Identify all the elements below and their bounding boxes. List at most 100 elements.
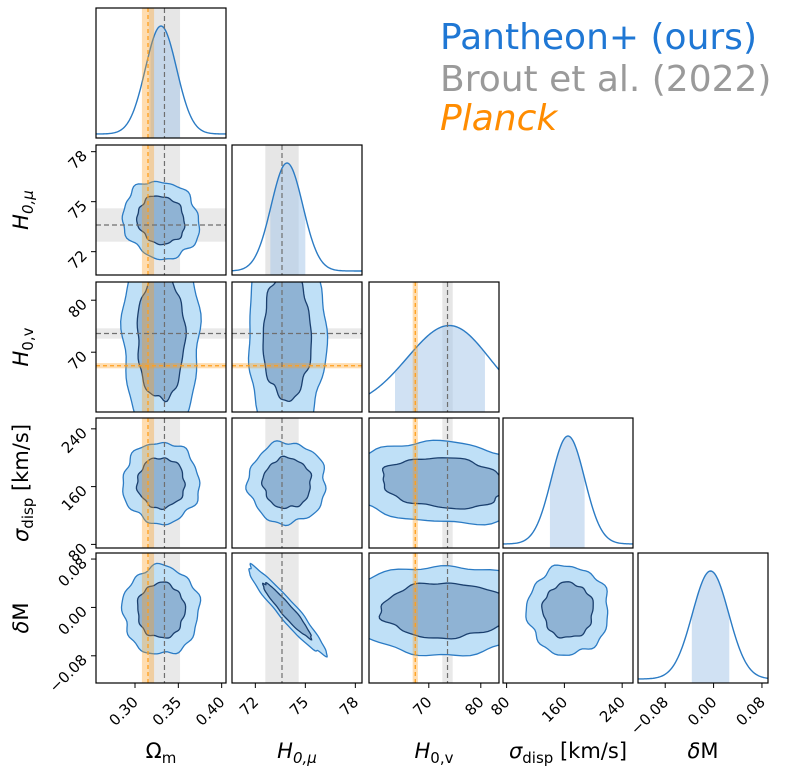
x-axis-label-Omega_m-subscript: m (162, 749, 177, 767)
contour-1sigma (541, 581, 594, 639)
x-tick-label: −0.08 (627, 693, 672, 738)
panel-frame (95, 552, 227, 684)
x-tick-label: 0.08 (732, 693, 768, 729)
x-tick-label: 72 (236, 693, 262, 719)
x-axis-label-H0_mu-symbol: H (277, 739, 293, 763)
panel-H0_mu-Omega_m: 72 75 78 (65, 144, 227, 276)
x-axis-label-delta_M: δM (688, 739, 719, 763)
contour-1sigma (378, 582, 499, 640)
marginal-curve (503, 435, 633, 545)
x-tick-label: 78 (336, 693, 362, 719)
x-axis-label-H0_mu: H0,μ (277, 739, 317, 767)
panel-frame (95, 417, 227, 549)
legend-entry-pantheon: Pantheon+ (ours) (440, 17, 757, 58)
x-tick-label: 80 (461, 693, 487, 719)
panel-frame (368, 417, 500, 549)
panel-delta_M-H0_mu: 72 75 78 (231, 552, 363, 719)
panel-H0_mu-H0_mu (231, 144, 363, 276)
panel-delta_M-Omega_m: 0.30 0.35 0.40 −0.08 0.00 0.08 (46, 552, 228, 729)
x-axis-label-delta_M-symbol: δ (688, 739, 701, 763)
y-tick-label: 160 (58, 482, 91, 515)
x-axis-label-H0_v: H0,v (415, 739, 454, 767)
panel-frame (231, 281, 363, 413)
x-axis-label-sigma_disp: σdisp [km/s] (509, 739, 627, 767)
x-tick-label: 240 (596, 693, 629, 726)
panel-frame (95, 144, 227, 276)
panel-sigma_disp-H0_v (368, 417, 500, 549)
hdi-fill (395, 325, 485, 412)
y-tick-label: 240 (58, 424, 91, 457)
x-axis-label-sigma_disp-symbol: σ (509, 739, 523, 763)
x-axis-label-H0_v-symbol: H (415, 739, 431, 763)
y-axis-label-H0_v-subscript: 0,v (19, 327, 37, 350)
marginal-curve (232, 162, 362, 272)
contour-1sigma (381, 457, 499, 510)
x-tick-label: 75 (286, 693, 312, 719)
panel-H0_v-H0_v (368, 281, 500, 413)
x-axis-label-sigma_disp-unit: [km/s] (553, 739, 627, 763)
panel-sigma_disp-sigma_disp (502, 417, 634, 549)
panel-delta_M-delta_M: −0.08 0.00 0.08 (627, 552, 769, 738)
x-axis-label-delta_M-tail: M (700, 739, 718, 763)
x-axis-label-sigma_disp-subscript: disp (522, 749, 553, 767)
contour-1sigma (135, 195, 186, 246)
legend-entry-brout: Brout et al. (2022) (440, 59, 772, 100)
x-tick-label: 0.40 (192, 693, 228, 729)
x-axis-label-Omega_m-symbol: Ω (146, 739, 162, 763)
x-tick-label: 70 (409, 693, 435, 719)
panel-frame (231, 552, 363, 684)
y-axis-label-delta_M-tail: M (9, 603, 33, 621)
x-tick-label: 80 (487, 693, 513, 719)
y-axis-label-sigma_disp-unit: [km/s] (9, 424, 33, 498)
y-tick-label: −0.08 (46, 651, 91, 696)
marginal-curve (96, 25, 226, 135)
y-tick-label: 75 (65, 197, 91, 223)
y-axis-label-sigma_disp-symbol: σ (9, 528, 33, 542)
panel-H0_v-H0_mu (231, 281, 363, 413)
y-axis-label-sigma_disp: σdisp [km/s] (9, 424, 37, 542)
x-tick-label: 0.35 (149, 693, 185, 729)
y-axis-label-delta_M-symbol: δ (9, 621, 33, 634)
contour-1sigma (262, 282, 313, 403)
x-axis-label-Omega_m: Ωm (146, 739, 177, 767)
y-tick-label: 80 (65, 295, 91, 321)
x-tick-label: 160 (538, 693, 571, 726)
x-tick-label: 0.30 (105, 693, 141, 729)
y-tick-label: 78 (65, 147, 91, 173)
hdi-fill (549, 436, 585, 548)
panel-delta_M-H0_v: 70 80 (368, 552, 500, 719)
y-tick-label: 72 (65, 247, 91, 273)
panel-frame (95, 7, 227, 139)
marginal-curve (638, 570, 768, 680)
panel-frame (368, 281, 500, 413)
panel-frame (231, 144, 363, 276)
y-axis-label-H0_mu-subscript: 0,μ (19, 190, 37, 214)
legend-entry-planck: Planck (440, 98, 558, 139)
panel-frame (95, 281, 227, 413)
y-axis-label-sigma_disp-subscript: disp (19, 498, 37, 529)
panel-frame (231, 417, 363, 549)
hdi-fill (691, 571, 730, 683)
contour-1sigma (260, 455, 313, 510)
panel-frame (502, 552, 634, 684)
panel-Omega_m-Omega_m (95, 7, 227, 139)
panel-sigma_disp-H0_mu (231, 417, 363, 549)
hdi-fill (270, 163, 306, 275)
panel-delta_M-sigma_disp: 80 160 240 (487, 552, 634, 726)
y-axis-label-H0_v: H0,v (9, 327, 37, 366)
y-axis-label-H0_mu-symbol: H (9, 214, 33, 230)
y-tick-label: 0.00 (54, 603, 90, 639)
panel-frame (637, 552, 769, 684)
contour-1sigma (261, 581, 313, 641)
panel-frame (368, 552, 500, 684)
x-tick-label: 0.00 (684, 693, 720, 729)
y-tick-label: 70 (65, 347, 91, 373)
contour-1sigma (136, 581, 187, 639)
x-axis-label-H0_v-subscript: 0,v (430, 749, 453, 767)
y-axis-label-H0_v-symbol: H (9, 351, 33, 367)
panel-frame (502, 417, 634, 549)
y-tick-label: 0.08 (54, 554, 90, 590)
x-axis-label-H0_mu-subscript: 0,μ (293, 749, 317, 767)
